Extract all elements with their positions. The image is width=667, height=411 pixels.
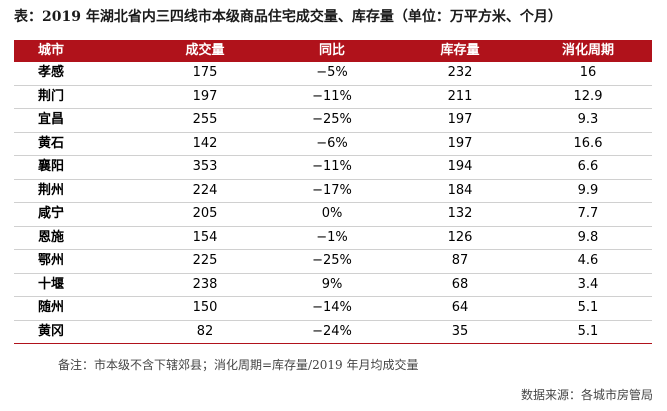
cell-inventory: 64 <box>396 296 524 321</box>
cell-volume: 238 <box>142 273 268 297</box>
cell-city: 黄冈 <box>14 320 142 344</box>
header-city: 城市 <box>14 40 142 62</box>
cell-yoy: −25% <box>268 249 396 274</box>
cell-yoy: −17% <box>268 179 396 203</box>
cell-cycle: 5.1 <box>524 320 652 344</box>
cell-inventory: 126 <box>396 226 524 250</box>
table-row: 鄂州 225 −25% 87 4.6 <box>14 249 652 274</box>
table-row: 黄石 142 −6% 197 16.6 <box>14 132 652 156</box>
header-cycle: 消化周期 <box>524 40 652 62</box>
table-header-row: 城市 成交量 同比 库存量 消化周期 <box>14 40 652 62</box>
table-title: 表：2019 年湖北省内三四线市本级商品住宅成交量、库存量（单位：万平方米、个月… <box>14 9 562 25</box>
cell-city: 鄂州 <box>14 249 142 274</box>
table-row: 黄冈 82 −24% 35 5.1 <box>14 320 652 344</box>
cell-city: 十堰 <box>14 273 142 297</box>
table-body: 孝感 175 −5% 232 16 荆门 197 −11% 211 12.9 宜昌 255 −25% 19… <box>14 62 652 344</box>
cell-yoy: −14% <box>268 296 396 321</box>
cell-cycle: 9.8 <box>524 226 652 250</box>
cell-cycle: 4.6 <box>524 249 652 274</box>
cell-cycle: 16 <box>524 62 652 86</box>
header-yoy: 同比 <box>268 40 396 62</box>
cell-cycle: 9.3 <box>524 108 652 133</box>
table-row: 荆门 197 −11% 211 12.9 <box>14 85 652 109</box>
cell-yoy: −6% <box>268 132 396 156</box>
cell-city: 黄石 <box>14 132 142 156</box>
cell-inventory: 132 <box>396 202 524 227</box>
cell-city: 孝感 <box>14 62 142 86</box>
table-row: 十堰 238 9% 68 3.4 <box>14 273 652 297</box>
cell-cycle: 16.6 <box>524 132 652 156</box>
table-row: 襄阳 353 −11% 194 6.6 <box>14 155 652 180</box>
cell-inventory: 197 <box>396 108 524 133</box>
cell-inventory: 184 <box>396 179 524 203</box>
cell-yoy: −25% <box>268 108 396 133</box>
cell-inventory: 87 <box>396 249 524 274</box>
cell-volume: 225 <box>142 249 268 274</box>
cell-yoy: −11% <box>268 85 396 109</box>
header-volume: 成交量 <box>142 40 268 62</box>
table-note: 备注：市本级不含下辖郊县；消化周期=库存量/2019 年月均成交量 <box>58 358 419 372</box>
cell-yoy: 0% <box>268 202 396 227</box>
cell-inventory: 68 <box>396 273 524 297</box>
table-row: 荆州 224 −17% 184 9.9 <box>14 179 652 203</box>
cell-inventory: 197 <box>396 132 524 156</box>
cell-volume: 142 <box>142 132 268 156</box>
cell-yoy: −11% <box>268 155 396 180</box>
cell-volume: 150 <box>142 296 268 321</box>
cell-cycle: 9.9 <box>524 179 652 203</box>
table-row: 孝感 175 −5% 232 16 <box>14 62 652 86</box>
cell-yoy: 9% <box>268 273 396 297</box>
cell-volume: 82 <box>142 320 268 344</box>
cell-cycle: 5.1 <box>524 296 652 321</box>
cell-inventory: 194 <box>396 155 524 180</box>
cell-cycle: 3.4 <box>524 273 652 297</box>
cell-city: 随州 <box>14 296 142 321</box>
cell-yoy: −1% <box>268 226 396 250</box>
header-inventory: 库存量 <box>396 40 524 62</box>
cell-city: 襄阳 <box>14 155 142 180</box>
cell-volume: 175 <box>142 62 268 86</box>
cell-inventory: 35 <box>396 320 524 344</box>
cell-city: 宜昌 <box>14 108 142 133</box>
cell-volume: 353 <box>142 155 268 180</box>
cell-volume: 154 <box>142 226 268 250</box>
table-row: 随州 150 −14% 64 5.1 <box>14 296 652 321</box>
cell-city: 荆门 <box>14 85 142 109</box>
table-row: 咸宁 205 0% 132 7.7 <box>14 202 652 227</box>
cell-cycle: 7.7 <box>524 202 652 227</box>
data-table: 城市 成交量 同比 库存量 消化周期 孝感 175 −5% 232 16 荆门 197 −11… <box>14 40 652 344</box>
data-table-container: 城市 成交量 同比 库存量 消化周期 孝感 175 −5% 232 16 荆门 197 −11… <box>14 40 652 344</box>
cell-volume: 197 <box>142 85 268 109</box>
cell-cycle: 12.9 <box>524 85 652 109</box>
cell-city: 恩施 <box>14 226 142 250</box>
cell-volume: 224 <box>142 179 268 203</box>
cell-cycle: 6.6 <box>524 155 652 180</box>
data-source: 数据来源：各城市房管局 <box>520 388 653 402</box>
table-row: 恩施 154 −1% 126 9.8 <box>14 226 652 250</box>
cell-volume: 255 <box>142 108 268 133</box>
cell-city: 咸宁 <box>14 202 142 227</box>
cell-inventory: 232 <box>396 62 524 86</box>
cell-yoy: −5% <box>268 62 396 86</box>
cell-volume: 205 <box>142 202 268 227</box>
cell-yoy: −24% <box>268 320 396 344</box>
cell-city: 荆州 <box>14 179 142 203</box>
cell-inventory: 211 <box>396 85 524 109</box>
table-row: 宜昌 255 −25% 197 9.3 <box>14 108 652 133</box>
